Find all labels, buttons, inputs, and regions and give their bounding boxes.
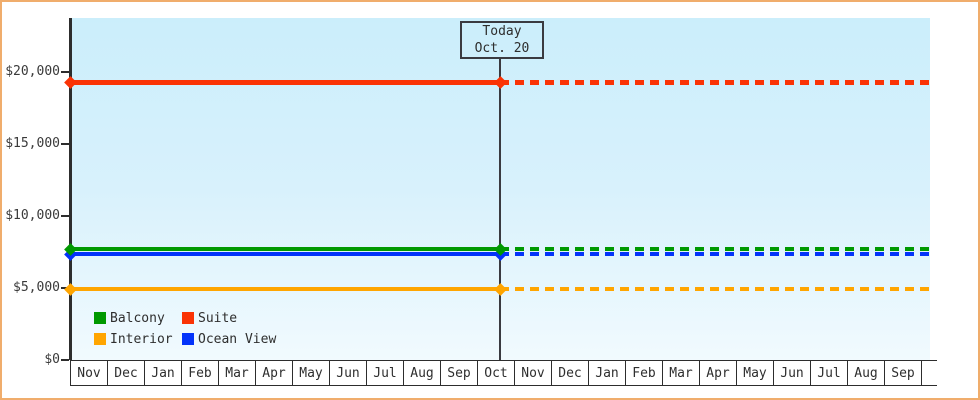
legend-label-balcony: Balcony	[110, 310, 165, 326]
y-tick-mark	[61, 143, 69, 145]
legend-item-suite: Suite	[182, 310, 276, 326]
x-axis-month-cell: Jul	[367, 361, 404, 385]
y-axis-line	[69, 18, 72, 360]
x-axis-month-cell: Dec	[108, 361, 145, 385]
legend: Balcony Suite Interior Ocean View	[94, 310, 277, 347]
today-label-line2: Oct. 20	[474, 41, 530, 56]
x-axis-month-cell: Jul	[811, 361, 848, 385]
x-axis-month-cell: Jan	[145, 361, 182, 385]
legend-swatch-ocean-view	[182, 333, 194, 345]
legend-swatch-suite	[182, 312, 194, 324]
x-axis-month-cell: Oct	[478, 361, 515, 385]
legend-label-interior: Interior	[110, 331, 173, 347]
x-axis-month-cell: Nov	[71, 361, 108, 385]
x-axis-month-cell: Jun	[330, 361, 367, 385]
x-axis-month-cell: Feb	[182, 361, 219, 385]
x-axis-month-cell: Nov	[515, 361, 552, 385]
y-tick-mark	[61, 287, 69, 289]
x-axis-month-cell: Sep	[441, 361, 478, 385]
x-axis-month-cell: May	[737, 361, 774, 385]
x-axis-month-cell: Apr	[700, 361, 737, 385]
legend-label-ocean-view: Ocean View	[198, 331, 277, 347]
x-axis-partial-cell	[922, 361, 937, 385]
x-axis-month-cell: May	[293, 361, 330, 385]
legend-swatch-interior	[94, 333, 106, 345]
x-axis-month-cell: Aug	[848, 361, 885, 385]
x-axis-month-cell: Jun	[774, 361, 811, 385]
y-tick-mark	[61, 359, 69, 361]
today-label-box: Today Oct. 20	[460, 21, 544, 59]
legend-item-balcony: Balcony	[94, 310, 182, 326]
x-axis-month-cell: Dec	[552, 361, 589, 385]
y-tick-label-$0: $0	[44, 352, 60, 367]
x-axis-month-cell: Sep	[885, 361, 922, 385]
y-tick-label-$5,000: $5,000	[13, 280, 60, 295]
y-tick-label-$15,000: $15,000	[5, 136, 60, 151]
x-axis-month-cell: Jan	[589, 361, 626, 385]
y-tick-label-$10,000: $10,000	[5, 208, 60, 223]
legend-item-interior: Interior	[94, 331, 182, 347]
y-tick-label-$20,000: $20,000	[5, 64, 60, 79]
legend-swatch-balcony	[94, 312, 106, 324]
x-axis-month-cell: Feb	[626, 361, 663, 385]
x-axis-month-cell: Mar	[219, 361, 256, 385]
x-axis-month-cell: Mar	[663, 361, 700, 385]
legend-label-suite: Suite	[198, 310, 238, 326]
y-tick-mark	[61, 71, 69, 73]
today-marker-line	[499, 59, 501, 360]
x-axis-month-cell: Aug	[404, 361, 441, 385]
x-axis-month-cell: Apr	[256, 361, 293, 385]
x-axis-month-row: Nov Dec Jan Feb Mar Apr May Jun Jul Aug Sep Oct Nov D…	[70, 360, 937, 386]
y-tick-mark	[61, 215, 69, 217]
legend-item-ocean-view: Ocean View	[182, 331, 277, 347]
today-label-line1: Today	[482, 24, 522, 39]
